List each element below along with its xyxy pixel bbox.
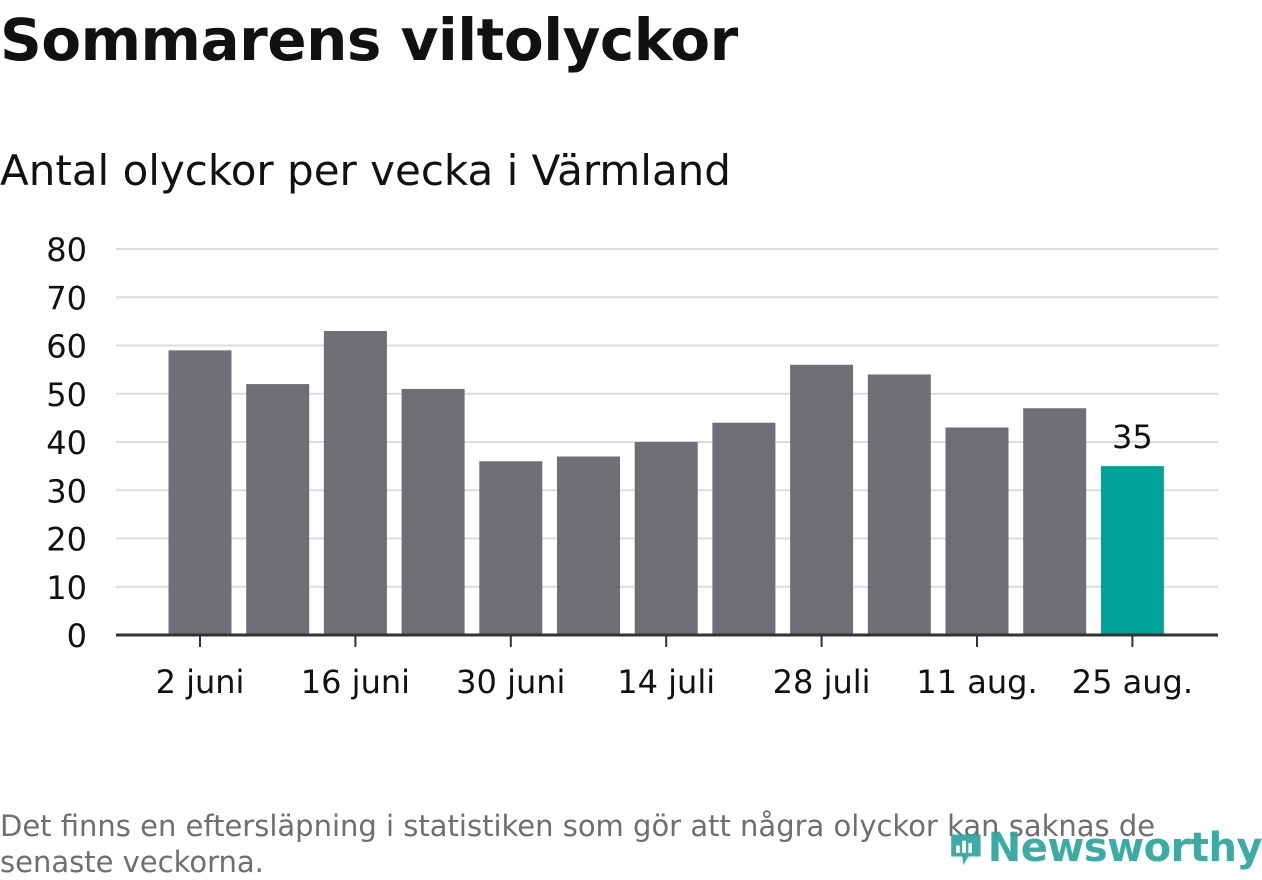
- x-tick-label: 14 juli: [617, 663, 715, 701]
- bar: [1023, 408, 1087, 635]
- data-label: 35: [1112, 418, 1153, 456]
- bar: [634, 442, 698, 635]
- y-tick-label: 10: [46, 569, 87, 607]
- bars: 35: [168, 331, 1164, 635]
- bar: [945, 427, 1009, 635]
- bar: [1100, 466, 1164, 635]
- bar: [479, 461, 543, 635]
- x-tick-label: 25 aug.: [1072, 663, 1193, 701]
- bar: [401, 388, 465, 635]
- chart-subtitle: Antal olyckor per vecka i Värmland: [0, 146, 731, 195]
- bar: [246, 384, 310, 635]
- x-tick-label: 2 juni: [156, 663, 245, 701]
- y-tick-label: 80: [46, 231, 87, 269]
- axes: 0 10 20 30 40 50 60 70 80 2 juni 16 juni 30 juni 14 …: [46, 231, 1218, 701]
- bar: [168, 350, 232, 635]
- chart-title: Sommarens viltolyckor: [0, 6, 738, 74]
- y-tick-label: 70: [46, 279, 87, 317]
- logo-wordmark: Newsworthy: [987, 825, 1262, 871]
- y-tick-label: 30: [46, 472, 87, 510]
- bar: [323, 331, 387, 635]
- x-tick-label: 28 juli: [773, 663, 871, 701]
- x-tick-label: 11 aug.: [916, 663, 1037, 701]
- bar: [790, 364, 854, 635]
- bar: [867, 374, 931, 635]
- newsworthy-logo-icon: [951, 834, 981, 866]
- y-tick-label: 60: [46, 328, 87, 366]
- bar: [712, 422, 776, 635]
- y-tick-label: 40: [46, 424, 87, 462]
- y-tick-label: 0: [67, 617, 87, 655]
- y-tick-label: 20: [46, 521, 87, 559]
- x-tick-label: 30 juni: [456, 663, 565, 701]
- bar: [557, 456, 620, 635]
- newsworthy-logo: Newsworthy: [950, 818, 1262, 878]
- y-tick-label: 50: [46, 376, 87, 414]
- x-tick-label: 16 juni: [301, 663, 410, 701]
